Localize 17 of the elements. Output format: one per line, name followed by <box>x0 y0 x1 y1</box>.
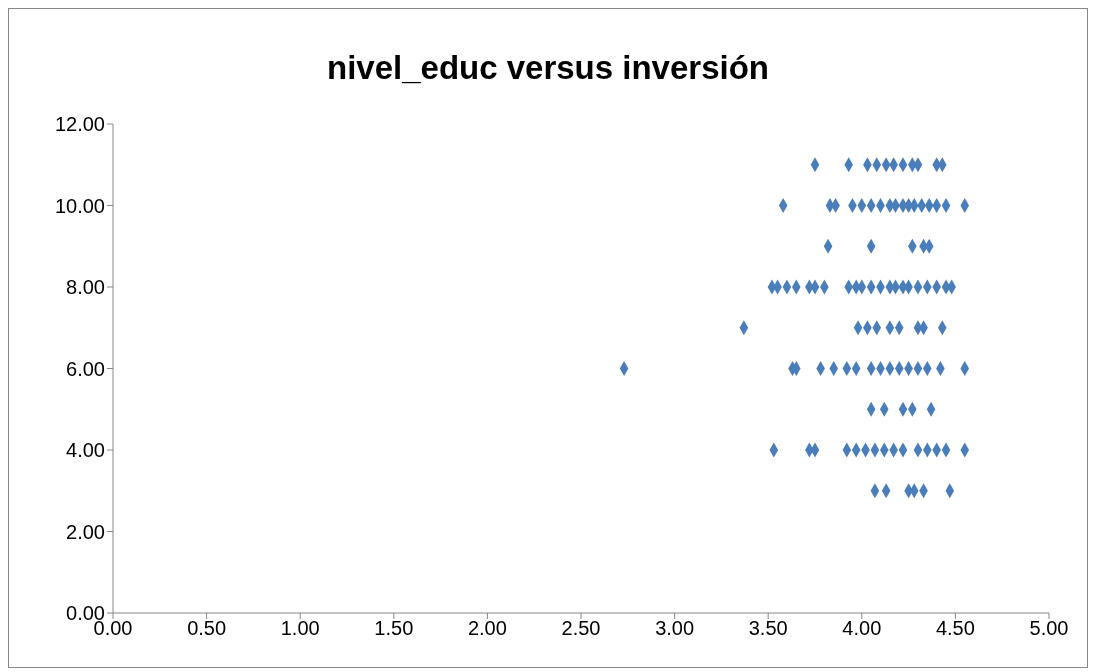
x-tick-label: 2.50 <box>561 617 601 640</box>
x-tick-label: 3.50 <box>748 617 788 640</box>
x-tick-label: 4.50 <box>935 617 975 640</box>
x-tick-label: 3.00 <box>655 617 695 640</box>
x-tick-label: 5.00 <box>1029 617 1069 640</box>
y-tick-label: 4.00 <box>66 439 105 462</box>
y-tick-label: 12.00 <box>54 113 105 136</box>
y-tick-label: 6.00 <box>66 357 105 380</box>
x-tick-label: 2.00 <box>467 617 507 640</box>
x-tick-label: 1.00 <box>280 617 320 640</box>
y-tick-label: 2.00 <box>66 520 105 543</box>
y-tick-label: 8.00 <box>66 276 105 299</box>
x-tick-label: 0.50 <box>187 617 227 640</box>
chart-title: nivel_educ versus inversión <box>325 49 770 87</box>
x-tick-label: 4.00 <box>842 617 882 640</box>
x-tick-label: 1.50 <box>374 617 414 640</box>
y-tick-label: 10.00 <box>54 194 105 217</box>
